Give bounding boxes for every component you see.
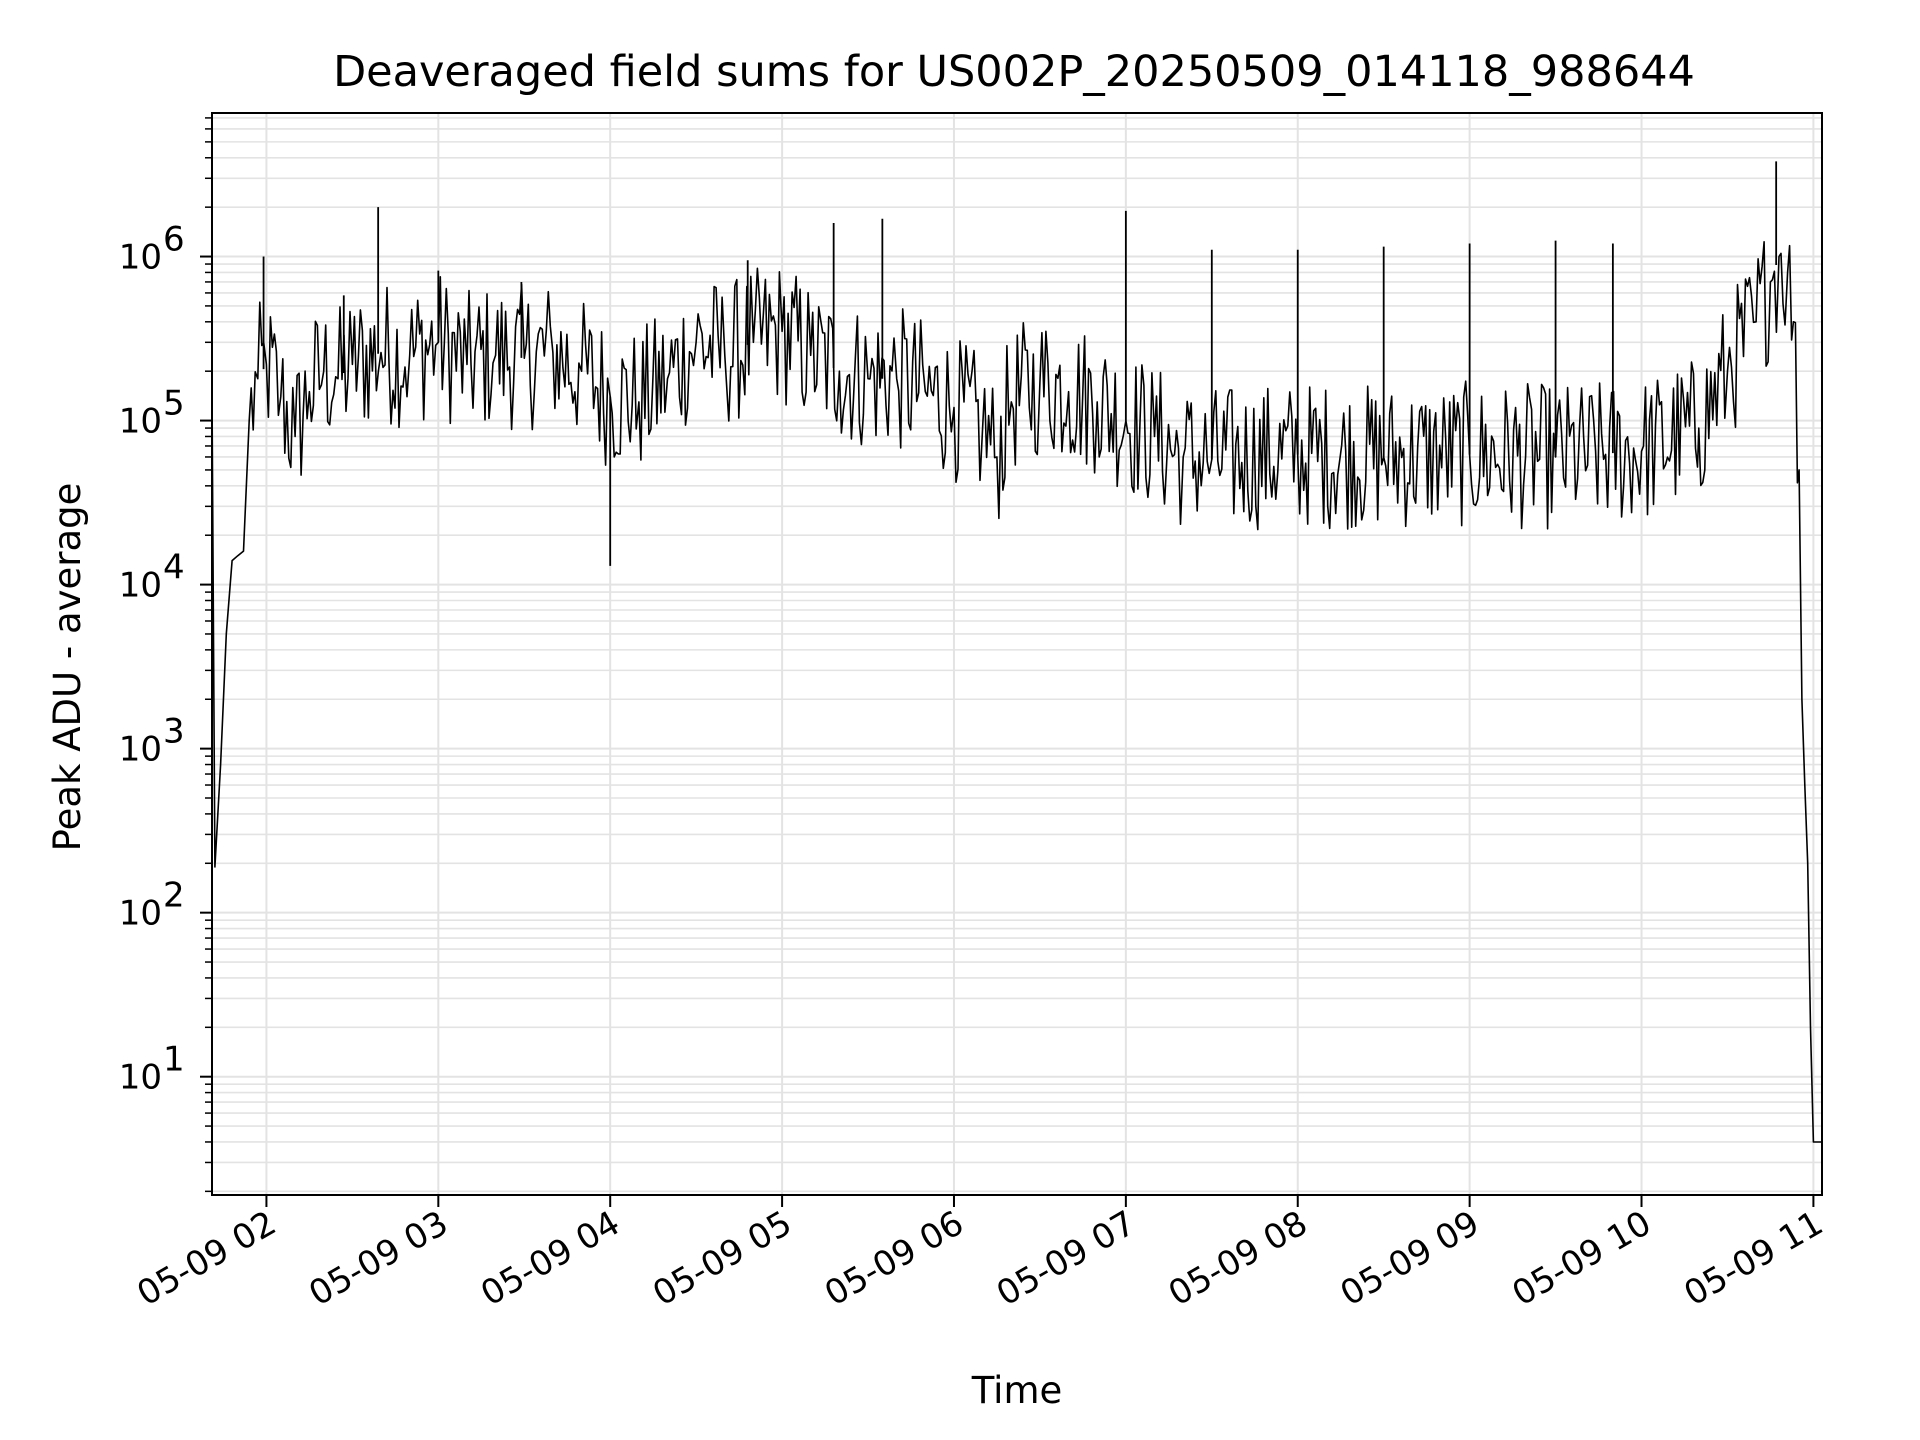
y-tick-label: 10 xyxy=(119,402,162,442)
y-tick-label: 10 xyxy=(119,238,162,278)
data-line xyxy=(211,241,1822,1143)
y-tick-exponent: 4 xyxy=(163,548,185,588)
data-layer xyxy=(211,161,1822,1143)
x-axis-label: Time xyxy=(971,1369,1063,1412)
y-tick-exponent: 6 xyxy=(163,220,185,260)
y-tick-label: 10 xyxy=(119,730,162,770)
y-tick-exponent: 3 xyxy=(163,712,185,752)
y-tick-exponent: 5 xyxy=(163,384,185,424)
y-tick-label: 10 xyxy=(119,566,162,606)
y-tick-exponent: 1 xyxy=(163,1040,185,1080)
y-tick-exponent: 2 xyxy=(163,876,185,916)
y-tick-label: 10 xyxy=(119,894,162,934)
y-axis-label: Peak ADU - average xyxy=(46,483,89,852)
y-tick-label: 10 xyxy=(119,1058,162,1098)
chart-title: Deaveraged field sums for US002P_2025050… xyxy=(333,47,1695,97)
grid-layer xyxy=(212,113,1822,1195)
plot-area-frame xyxy=(211,112,1823,1196)
